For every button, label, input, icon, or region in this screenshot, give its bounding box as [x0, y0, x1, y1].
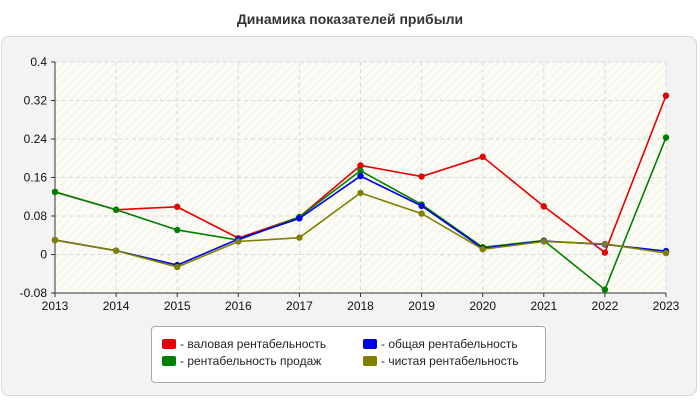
y-tick-label: 0.32 [24, 94, 48, 108]
y-tick-label: 0.16 [24, 171, 48, 185]
y-tick-label: 0.24 [24, 132, 48, 146]
data-point [418, 210, 425, 217]
data-point [601, 249, 609, 256]
data-point [540, 238, 547, 245]
x-tick-label: 2016 [225, 299, 252, 313]
x-tick-label: 2017 [286, 299, 313, 313]
data-point [51, 188, 59, 196]
axes: -0.08 0 0.08 0.16 0.24 0.32 0.4 2013 2014 2015 201… [20, 55, 680, 313]
data-point [174, 226, 181, 234]
y-tick-label: 0 [40, 248, 47, 262]
legend-swatch [162, 356, 176, 366]
legend-label: - валовая рентабельность [180, 337, 327, 351]
x-tick-label: 2023 [653, 299, 680, 313]
data-point [174, 203, 181, 211]
data-point [357, 172, 364, 180]
y-tick-label: 0.4 [30, 55, 47, 69]
data-point [601, 286, 609, 293]
legend-swatch [363, 356, 377, 366]
x-tick-label: 2019 [408, 299, 435, 313]
legend-item-net: - чистая рентабельность [363, 354, 518, 368]
data-point [479, 153, 486, 161]
x-tick-label: 2020 [469, 299, 496, 313]
x-tick-label: 2022 [592, 299, 619, 313]
x-tick-label: 2015 [164, 299, 191, 313]
legend-item-total: - общая рентабельность [363, 337, 518, 351]
legend-label: - рентабельность продаж [180, 354, 322, 368]
data-point [296, 234, 303, 241]
data-point [662, 92, 670, 99]
data-point [357, 189, 364, 197]
series-group [51, 92, 670, 293]
data-point [235, 238, 242, 245]
data-point [479, 246, 486, 253]
data-point [112, 247, 120, 254]
data-point [540, 203, 547, 210]
legend: - валовая рентабельность - общая рентабе… [151, 326, 546, 383]
data-point [418, 173, 425, 180]
legend-swatch [363, 339, 377, 349]
x-tick-label: 2021 [530, 299, 557, 313]
data-point [601, 240, 609, 248]
data-point [112, 206, 120, 213]
data-point [662, 134, 670, 141]
y-tick-label: 0.08 [24, 209, 48, 223]
data-point [357, 167, 364, 174]
data-point [418, 202, 425, 210]
data-point [51, 236, 59, 244]
data-point [296, 215, 303, 222]
x-tick-label: 2014 [103, 299, 130, 313]
y-tick-label: -0.08 [20, 286, 48, 300]
legend-label: - общая рентабельность [381, 337, 518, 351]
legend-item-gross: - валовая рентабельность [162, 337, 326, 351]
data-point [174, 263, 181, 271]
chart-title: Динамика показателей прибыли [236, 11, 464, 27]
x-tick-label: 2013 [42, 299, 69, 313]
legend-item-sales: - рентабельность продаж [162, 354, 321, 368]
data-point [357, 162, 364, 169]
legend-swatch [162, 339, 176, 349]
data-point [662, 249, 670, 257]
legend-label: - чистая рентабельность [381, 354, 519, 368]
x-tick-label: 2018 [347, 299, 374, 313]
